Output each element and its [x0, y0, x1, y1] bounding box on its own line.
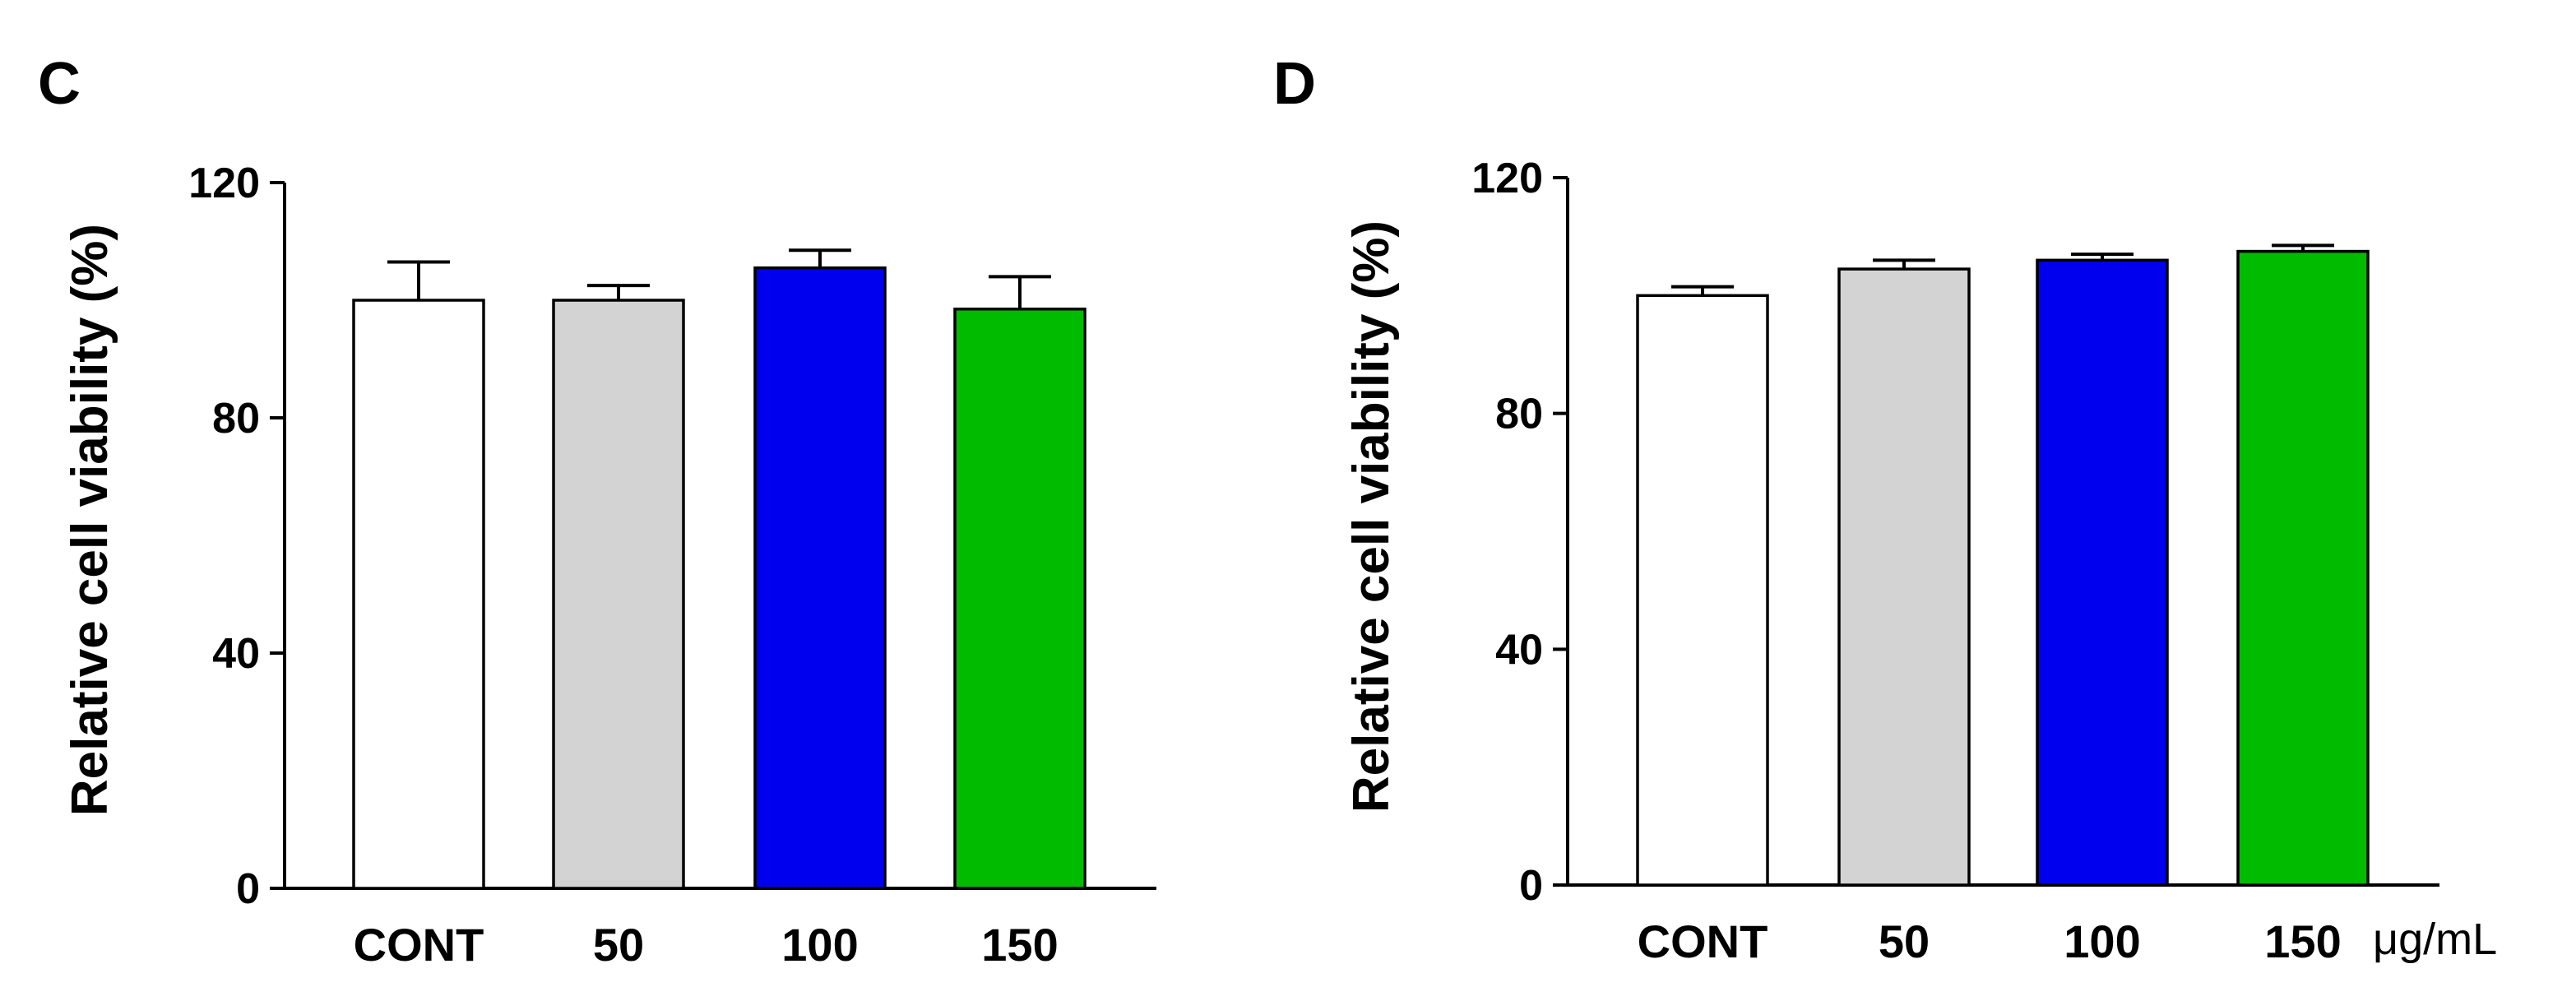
panel-c-bar-150 [953, 307, 1086, 890]
panel-c-y-axis-label: Relative cell viability (%) [62, 224, 118, 816]
panel-c-plot: 0 40 80 120 CONT 50 100 150 [188, 160, 1156, 971]
panel-d-letter: D [1273, 51, 1316, 117]
panel-d-x-tick-label: CONT [1638, 915, 1768, 967]
panel-c-bar-50 [552, 299, 685, 890]
panel-c-x-tick-label: 150 [981, 919, 1058, 971]
panel-c-x-tick-label: 100 [781, 919, 858, 971]
panel-d-y-axis-label: Relative cell viability (%) [1343, 220, 1400, 813]
panel-c-error-bar [387, 260, 450, 300]
panel-c-y-tick-label: 120 [188, 160, 260, 207]
panel-d-x-tick-label: 50 [1879, 915, 1930, 967]
panel-c-letter: C [38, 51, 81, 117]
panel-c-y-tick-label: 0 [236, 865, 260, 913]
panel-d-y-tick-label: 80 [1495, 391, 1543, 438]
panel-d-unit-label: μg/mL [2373, 915, 2497, 964]
panel-d-y-tick-label: 120 [1471, 155, 1543, 202]
panel-d-bar-cont [1636, 294, 1769, 887]
panel-c-error-bar [789, 248, 851, 268]
panel-c-bar-100 [753, 266, 887, 890]
panel-d-y-tick-label: 40 [1495, 626, 1543, 674]
panel-c-y-tick-label: 40 [212, 630, 260, 678]
panel-c-y-tick-label: 80 [212, 395, 260, 443]
panel-d-bar-150 [2236, 249, 2370, 887]
panel-c-error-bar [587, 284, 650, 300]
panel-d-x-tick-label: 150 [2264, 915, 2341, 967]
panel-c-x-tick-label: 50 [593, 919, 644, 971]
panel-c: C Relative cell viability (%) 0 40 80 120 CO… [38, 51, 1156, 971]
panel-c-error-bar [989, 275, 1051, 309]
panel-d-error-bar [1873, 258, 1935, 270]
panel-d-bar-50 [1837, 267, 1971, 887]
panel-d-plot: 0 40 80 120 CONT 50 100 150 [1471, 155, 2439, 967]
panel-d-y-tick-label: 0 [1519, 862, 1543, 910]
panel-d: D Relative cell viability (%) 0 40 80 120 CO… [1273, 51, 2497, 967]
panel-d-bar-100 [2036, 258, 2169, 887]
panel-d-error-bar [1671, 285, 1734, 296]
panel-c-x-tick-label: CONT [354, 919, 484, 971]
panel-d-x-tick-label: 100 [2064, 915, 2140, 967]
panel-c-bar-cont [352, 299, 485, 890]
